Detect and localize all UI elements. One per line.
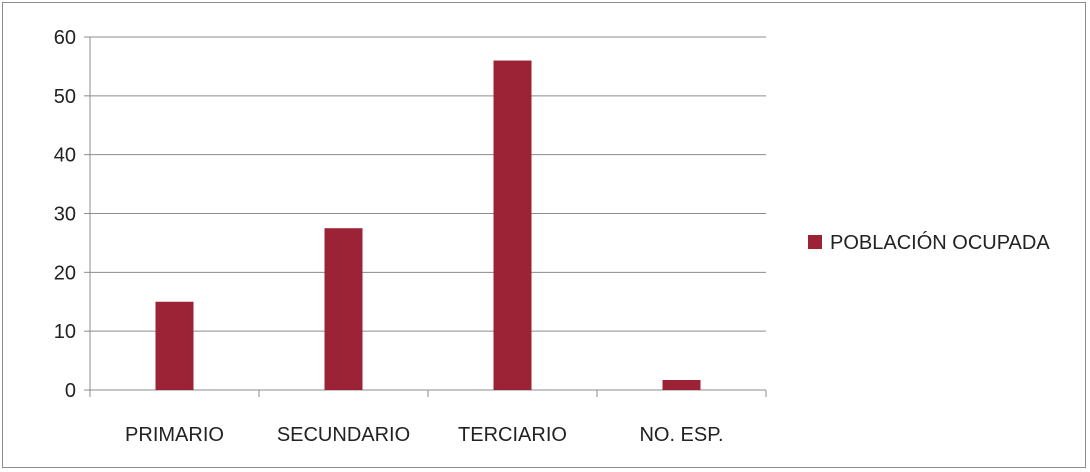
x-tick-label: SECUNDARIO [277, 424, 410, 446]
bar-terciario [493, 60, 532, 391]
legend-swatch [808, 235, 822, 249]
y-tick-label: 0 [65, 380, 76, 402]
y-tick-label: 10 [54, 321, 76, 343]
legend-label: POBLACIÓN OCUPADA [830, 231, 1050, 254]
axes [84, 36, 767, 397]
y-tick-label: 60 [54, 27, 76, 49]
bar-primario [155, 301, 194, 390]
bar-secundario [324, 228, 363, 390]
y-tick-label: 40 [54, 145, 76, 167]
bar-no-esp [662, 379, 701, 390]
legend: POBLACIÓN OCUPADA [808, 231, 1050, 254]
y-tick-label: 30 [54, 204, 76, 226]
x-tick-label: NO. ESP. [639, 424, 723, 446]
y-tick-labels: 0 10 20 30 40 50 60 [54, 27, 76, 402]
bars [155, 60, 701, 391]
y-tick-label: 20 [54, 262, 76, 284]
x-tick-labels: PRIMARIO SECUNDARIO TERCIARIO NO. ESP. [125, 424, 724, 446]
x-tick-label: PRIMARIO [125, 424, 224, 446]
gridlines [90, 36, 766, 332]
x-tick-label: TERCIARIO [458, 424, 567, 446]
y-tick-label: 50 [54, 86, 76, 108]
